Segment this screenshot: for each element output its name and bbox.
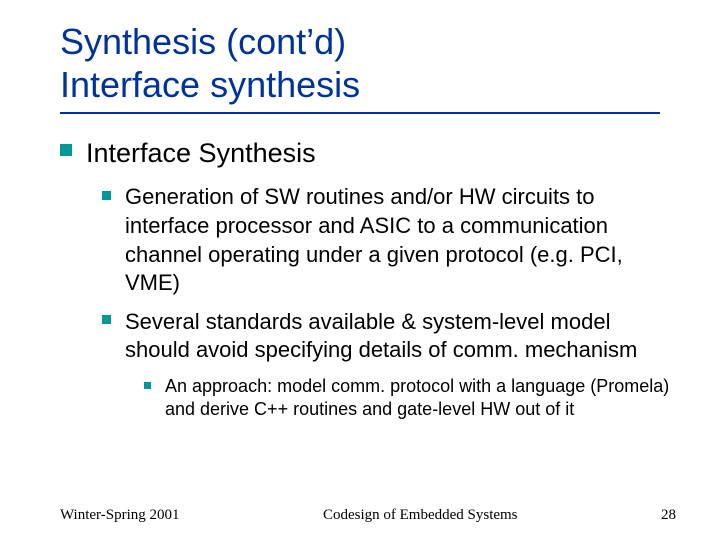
square-bullet-icon <box>144 382 151 389</box>
footer-center: Codesign of Embedded Systems <box>323 507 518 524</box>
list-item: Interface Synthesis <box>60 136 680 171</box>
list-item-text: Several standards available & system-lev… <box>125 308 680 365</box>
footer-left: Winter-Spring 2001 <box>60 507 180 524</box>
title-line-1: Synthesis (cont’d) <box>60 21 346 62</box>
list-item: An approach: model comm. protocol with a… <box>144 375 680 422</box>
list-item: Several standards available & system-lev… <box>102 308 680 365</box>
slide: Synthesis (cont’d) Interface synthesis I… <box>0 0 720 540</box>
slide-title: Synthesis (cont’d) Interface synthesis <box>60 20 680 106</box>
square-bullet-icon <box>60 144 72 156</box>
square-bullet-icon <box>102 315 111 324</box>
title-line-2: Interface synthesis <box>60 64 360 105</box>
title-block: Synthesis (cont’d) Interface synthesis <box>0 0 720 122</box>
list-item: Generation of SW routines and/or HW circ… <box>102 183 680 297</box>
body-block: Interface Synthesis Generation of SW rou… <box>0 122 720 421</box>
list-item-text: An approach: model comm. protocol with a… <box>165 375 680 422</box>
footer: Winter-Spring 2001 Codesign of Embedded … <box>0 507 720 524</box>
title-underline <box>60 112 660 114</box>
list-item-text: Generation of SW routines and/or HW circ… <box>125 183 680 297</box>
footer-page-number: 28 <box>661 507 676 524</box>
square-bullet-icon <box>102 191 111 200</box>
list-item-text: Interface Synthesis <box>86 136 316 171</box>
